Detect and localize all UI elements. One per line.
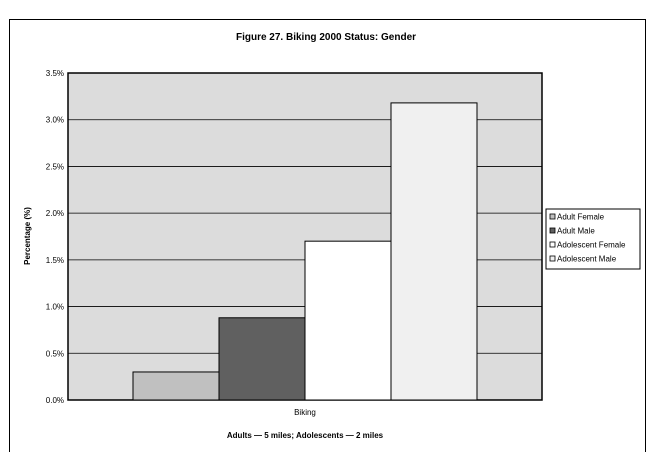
y-tick-label: 2.5% — [46, 162, 64, 171]
chart-title: Figure 27. Biking 2000 Status: Gender — [236, 32, 416, 43]
y-tick-label: 0.5% — [46, 349, 64, 358]
bar-adolescent-male — [390, 102, 478, 401]
bar-adult-male — [218, 317, 306, 401]
legend-label: Adolescent Male — [557, 255, 617, 264]
y-tick-label: 3.5% — [46, 69, 64, 78]
legend: Adult Female Adult Male Adolescent Female A… — [545, 208, 641, 270]
legend-swatch — [549, 241, 556, 248]
y-tick-label: 2.0% — [46, 209, 64, 218]
y-tick-label: 3.0% — [46, 116, 64, 125]
chart-frame — [9, 19, 646, 452]
x-axis-title: Adults — 5 miles; Adolescents — 2 miles — [227, 431, 384, 440]
x-tick-label-biking: Biking — [294, 408, 316, 417]
legend-swatch — [549, 255, 556, 262]
y-tick-label: 0.0% — [46, 396, 64, 405]
legend-swatch — [549, 227, 556, 234]
legend-swatch — [549, 213, 556, 220]
legend-label: Adolescent Female — [557, 241, 626, 250]
legend-label: Adult Female — [557, 213, 605, 222]
bar-adolescent-female — [304, 240, 392, 401]
legend-box — [545, 208, 641, 270]
bars — [132, 102, 478, 401]
y-tick-label: 1.5% — [46, 256, 64, 265]
y-axis-ticks: 0.0% 0.5% 1.0% 1.5% 2.0% 2.5% 3.0% 3.5% — [46, 69, 64, 405]
bar-adult-female — [132, 371, 220, 401]
y-axis-title: Percentage (%) — [23, 207, 32, 265]
legend-label: Adult Male — [557, 227, 595, 236]
y-tick-label: 1.0% — [46, 303, 64, 312]
